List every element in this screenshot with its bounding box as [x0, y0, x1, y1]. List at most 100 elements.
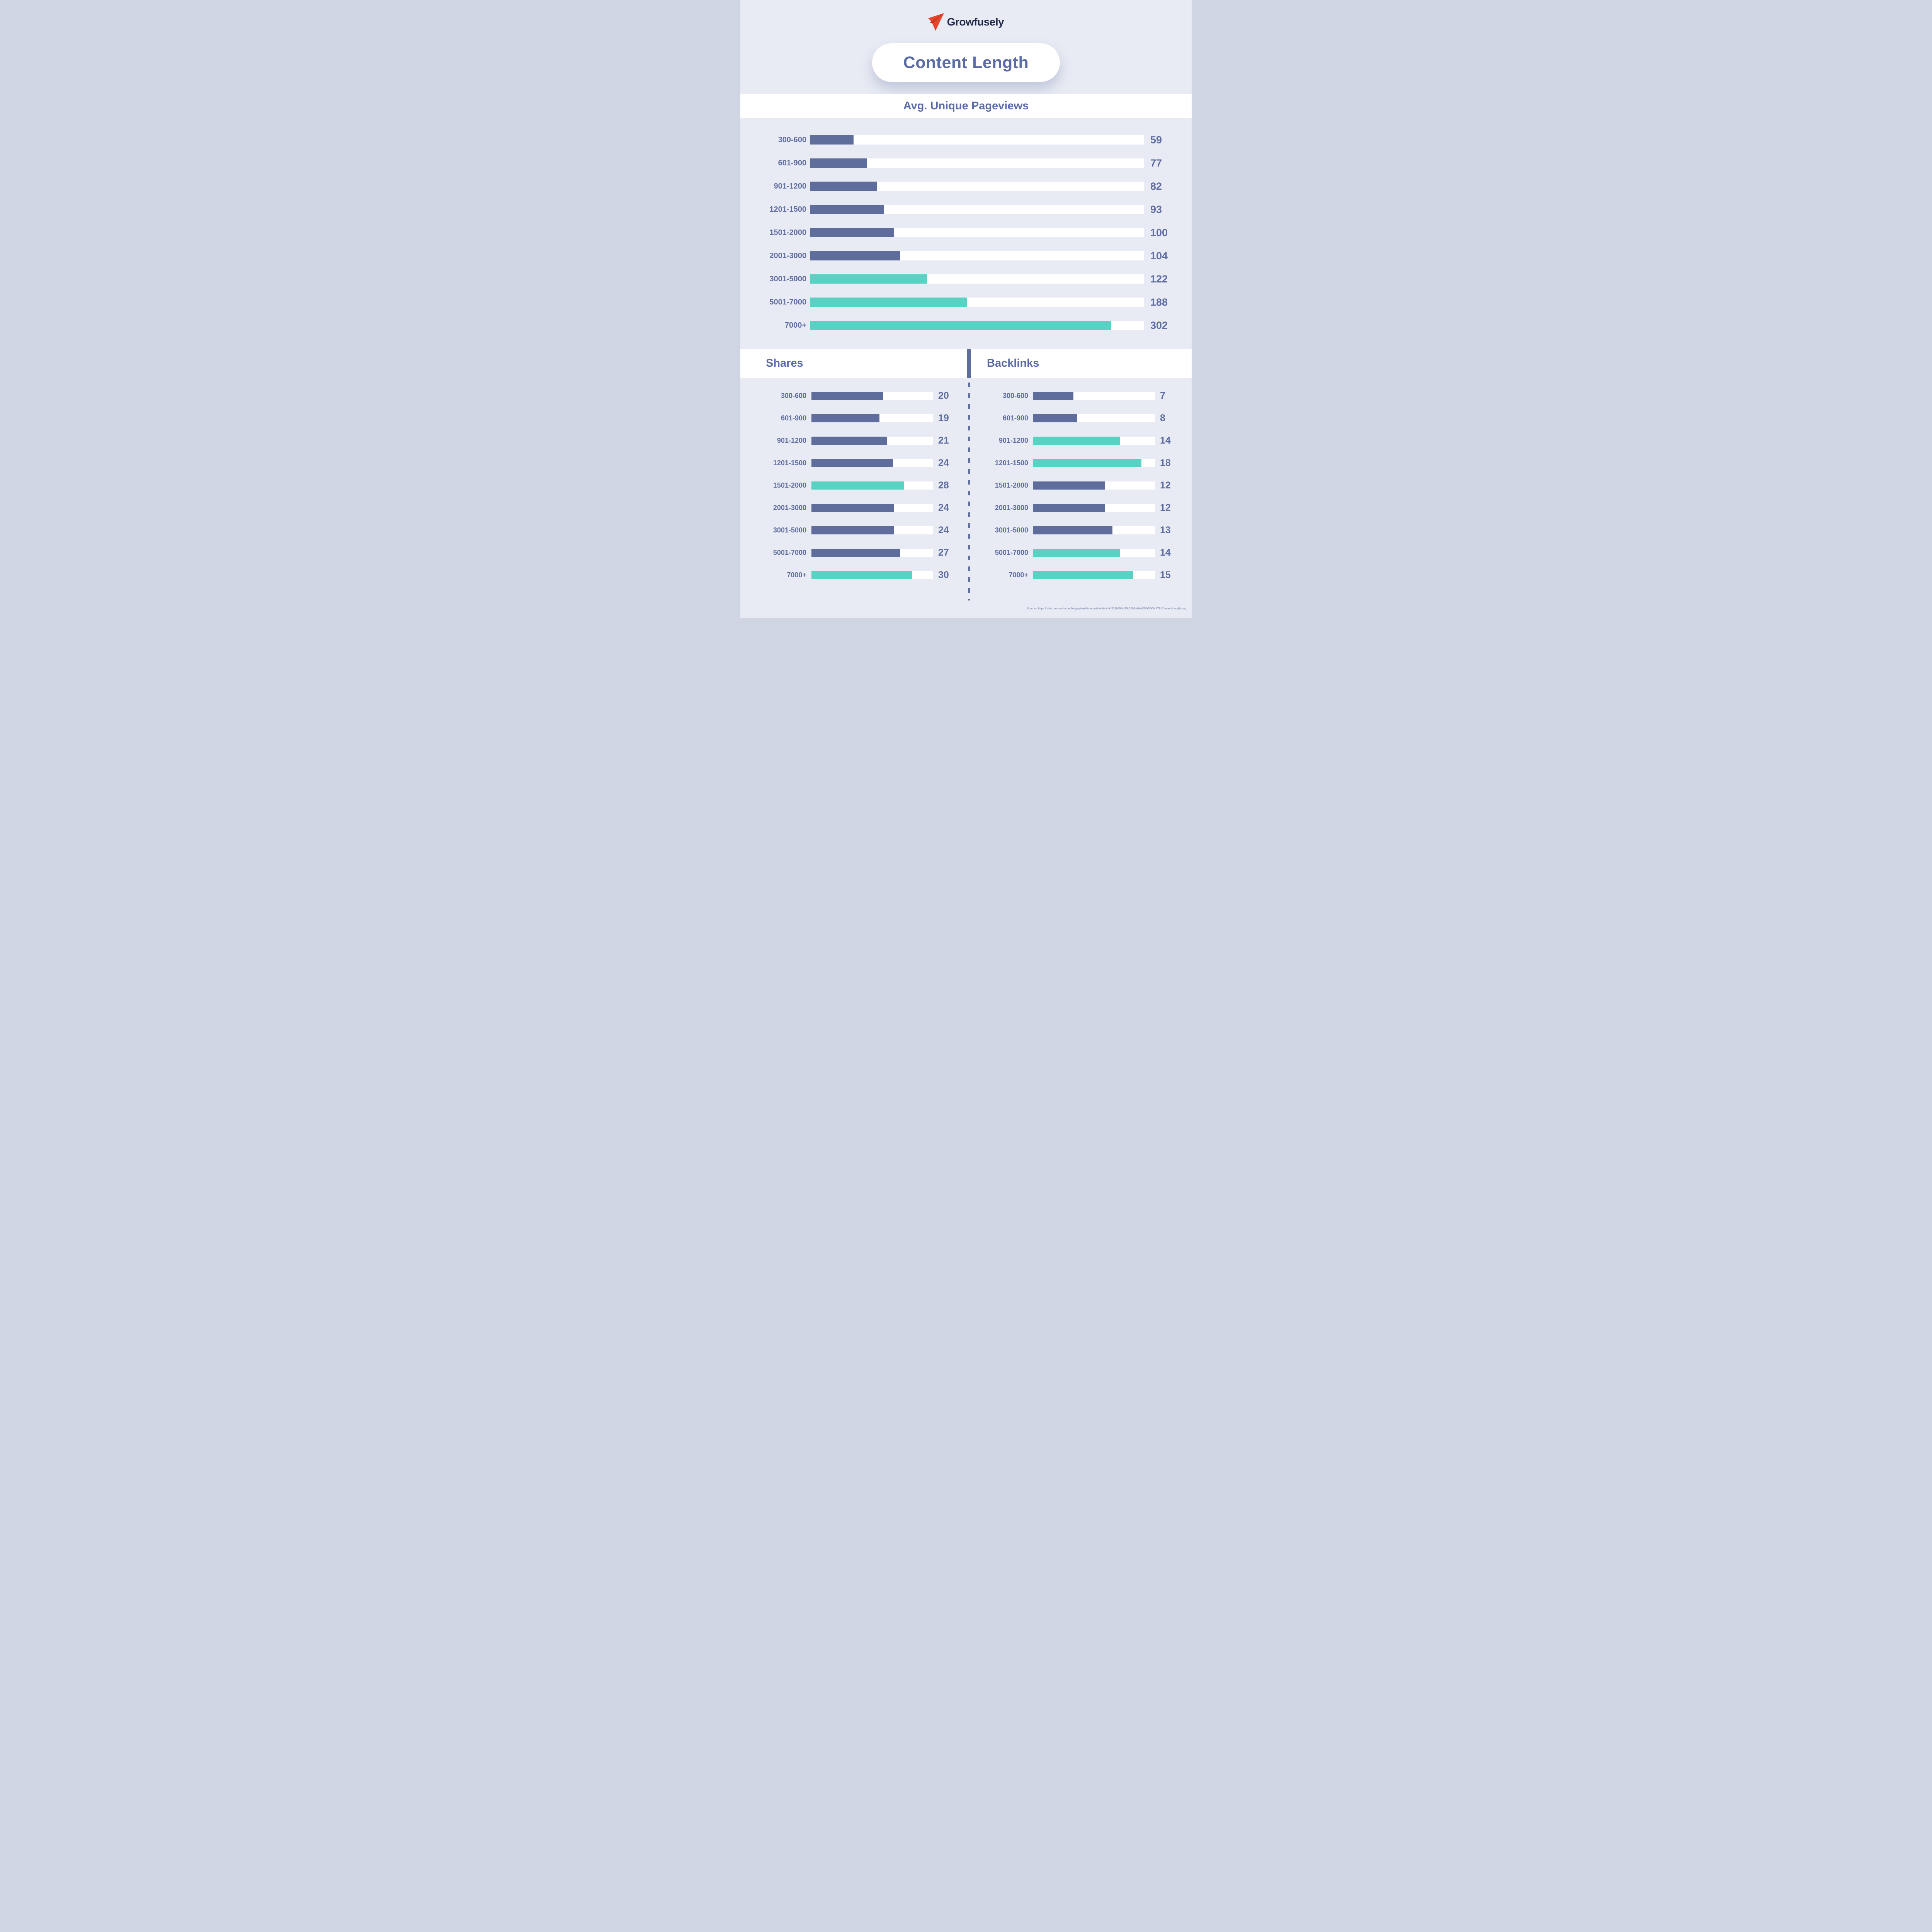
chart-row: 5001-7000 14: [962, 547, 1171, 558]
row-value: 14: [1160, 435, 1171, 446]
chart-row: 2001-3000 24: [740, 502, 949, 513]
bar-track: [811, 571, 933, 579]
bar-fill: [811, 437, 887, 445]
bar-fill: [811, 481, 904, 490]
row-label: 901-1200: [777, 437, 806, 444]
bar-fill: [810, 228, 894, 237]
row-label: 7000+: [1009, 571, 1028, 579]
bar-track: [811, 392, 933, 400]
chart-row: 2001-3000 12: [962, 502, 1171, 513]
bar-track: [1033, 459, 1155, 467]
row-label: 3001-5000: [769, 274, 806, 283]
bar-track: [811, 526, 933, 534]
shares-chart: 300-600 20 601-900 19 901-1200 21 1201-1…: [740, 390, 949, 594]
row-label: 1201-1500: [773, 459, 806, 467]
row-value: 93: [1150, 203, 1162, 215]
row-value: 27: [938, 547, 949, 558]
row-label: 5001-7000: [773, 549, 806, 556]
row-value: 82: [1150, 180, 1162, 192]
bar-track: [811, 437, 933, 445]
bar-track: [810, 274, 1144, 284]
chart-row: 2001-3000 104: [740, 250, 1168, 262]
row-value: 12: [1160, 480, 1171, 491]
row-value: 8: [1160, 413, 1165, 423]
chart-row: 1501-2000 12: [962, 480, 1171, 491]
bar-fill: [810, 274, 927, 284]
paper-plane-icon: [928, 13, 944, 31]
row-label: 3001-5000: [995, 526, 1028, 534]
bar-track: [810, 228, 1144, 237]
bar-track: [1033, 526, 1155, 534]
bar-fill: [1033, 481, 1105, 490]
pageviews-chart: 300-600 59 601-900 77 901-1200 82 1201-1…: [740, 134, 1168, 344]
row-value: 21: [938, 435, 949, 446]
row-label: 1501-2000: [995, 481, 1028, 489]
bar-track: [811, 414, 933, 422]
bar-track: [810, 321, 1144, 330]
bar-track: [811, 459, 933, 467]
bar-track: [1033, 481, 1155, 490]
bar-track: [1033, 504, 1155, 512]
row-value: 15: [1160, 570, 1171, 580]
source-credit: Source - https://static.semrush.com/blog…: [1027, 607, 1186, 610]
row-label: 5001-7000: [995, 549, 1028, 556]
bar-track: [1033, 414, 1155, 422]
row-value: 19: [938, 413, 949, 423]
chart-row: 1201-1500 18: [962, 457, 1171, 468]
chart-row: 1201-1500 24: [740, 457, 949, 468]
chart-row: 901-1200 82: [740, 180, 1168, 192]
pageviews-header-band: Avg. Unique Pageviews: [740, 94, 1192, 118]
row-label: 300-600: [781, 392, 806, 400]
bar-track: [810, 205, 1144, 214]
bar-fill: [811, 504, 895, 512]
row-value: 30: [938, 570, 949, 580]
bar-fill: [810, 158, 867, 168]
bar-track: [1033, 392, 1155, 400]
bar-track: [811, 504, 933, 512]
bar-track: [1033, 549, 1155, 557]
bar-fill: [810, 251, 901, 260]
title-pill: Content Length: [872, 43, 1060, 82]
row-value: 18: [1160, 457, 1171, 468]
row-label: 5001-7000: [769, 298, 806, 306]
row-label: 601-900: [1002, 414, 1028, 422]
row-label: 1201-1500: [995, 459, 1028, 467]
chart-row: 3001-5000 13: [962, 525, 1171, 536]
bar-fill: [1033, 459, 1142, 467]
bar-fill: [810, 205, 884, 214]
bar-fill: [811, 571, 913, 579]
bar-track: [1033, 571, 1155, 579]
chart-row: 601-900 8: [962, 413, 1171, 423]
row-label: 901-1200: [774, 182, 806, 190]
row-label: 1501-2000: [773, 481, 806, 489]
chart-row: 5001-7000 27: [740, 547, 949, 558]
pageviews-section-title: Avg. Unique Pageviews: [903, 100, 1029, 112]
bar-track: [810, 135, 1144, 145]
bar-fill: [811, 414, 880, 422]
bar-fill: [810, 321, 1111, 330]
row-value: 100: [1150, 226, 1168, 238]
chart-row: 3001-5000 24: [740, 525, 949, 536]
row-label: 1501-2000: [769, 228, 806, 237]
chart-row: 7000+ 15: [962, 570, 1171, 580]
row-value: 13: [1160, 525, 1171, 536]
chart-row: 601-900 77: [740, 157, 1168, 169]
shares-backlinks-header-band: Shares Backlinks: [740, 349, 1192, 378]
logo-text: Growfusely: [947, 16, 1004, 28]
row-label: 7000+: [787, 571, 806, 579]
bar-track: [810, 182, 1144, 191]
bar-track: [811, 549, 933, 557]
bar-fill: [811, 392, 883, 400]
row-label: 2001-3000: [995, 504, 1028, 512]
row-value: 122: [1150, 273, 1168, 285]
chart-row: 3001-5000 122: [740, 273, 1168, 285]
row-value: 12: [1160, 502, 1171, 513]
bar-fill: [811, 526, 895, 534]
bar-track: [810, 158, 1144, 168]
page-title: Content Length: [903, 53, 1029, 72]
chart-row: 601-900 19: [740, 413, 949, 423]
bar-fill: [810, 182, 877, 191]
row-value: 20: [938, 390, 949, 401]
row-value: 24: [938, 525, 949, 536]
row-value: 302: [1150, 319, 1168, 331]
